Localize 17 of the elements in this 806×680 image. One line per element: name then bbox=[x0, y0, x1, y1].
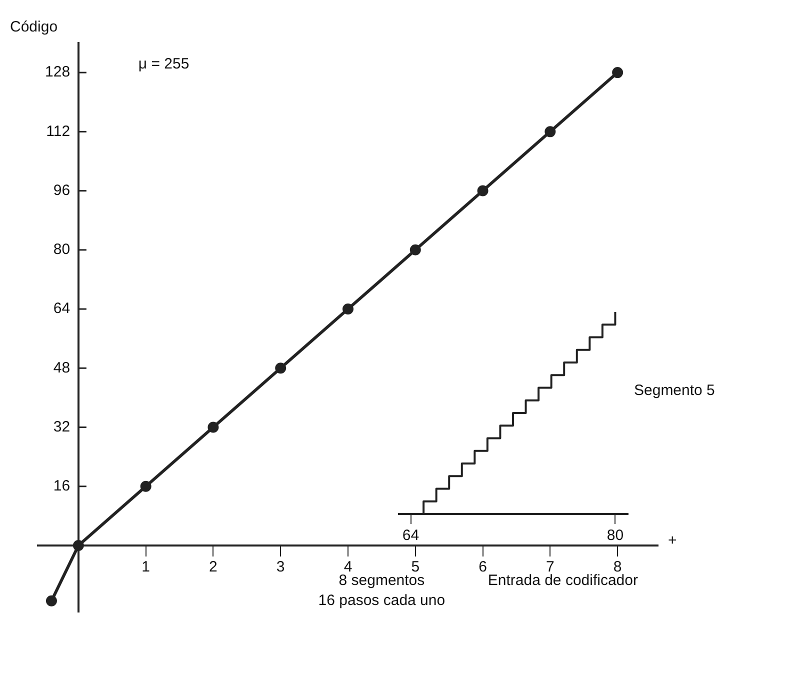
y-tick-label: 128 bbox=[45, 64, 78, 81]
y-tick-label: 80 bbox=[53, 241, 78, 258]
annotation: μ = 255 bbox=[138, 56, 190, 73]
text: Segmento 5 bbox=[634, 382, 715, 400]
y-tick-label: 96 bbox=[53, 182, 78, 199]
y-axis-title: Código bbox=[10, 18, 58, 36]
text: + bbox=[668, 532, 677, 550]
annotation: 16 pasos cada uno bbox=[318, 592, 446, 610]
x-tick-label: 3 bbox=[276, 558, 285, 576]
x-tick-label: 1 bbox=[142, 558, 150, 576]
x-tick-label: 2 bbox=[209, 558, 218, 576]
x-tick-label: 6 bbox=[478, 558, 487, 576]
y-tick-label: 112 bbox=[46, 122, 78, 140]
y-tick-label: 16 bbox=[53, 478, 78, 495]
y-tick-label: 32 bbox=[53, 418, 78, 436]
y-tick-label: 48 bbox=[53, 359, 78, 376]
y-tick-label: 64 bbox=[53, 300, 78, 318]
